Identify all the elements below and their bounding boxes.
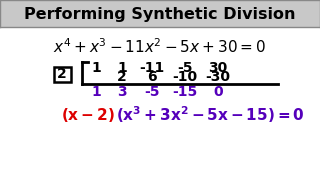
Text: -11: -11: [140, 61, 164, 75]
Text: $\mathbf{(x^3 + 3x^2 - 5x - 15) = 0}$: $\mathbf{(x^3 + 3x^2 - 5x - 15) = 0}$: [116, 105, 304, 125]
FancyBboxPatch shape: [53, 66, 70, 82]
Text: 1: 1: [91, 61, 101, 75]
Text: 2: 2: [57, 67, 67, 81]
Text: 3: 3: [117, 85, 127, 99]
Text: -30: -30: [205, 70, 230, 84]
Text: 6: 6: [147, 70, 157, 84]
Text: Performing Synthetic Division: Performing Synthetic Division: [24, 6, 296, 21]
Text: 1: 1: [117, 61, 127, 75]
Text: -15: -15: [172, 85, 198, 99]
Text: 1: 1: [91, 85, 101, 99]
Text: $x^4 + x^3 - 11x^2 - 5x + 30 = 0$: $x^4 + x^3 - 11x^2 - 5x + 30 = 0$: [53, 38, 267, 56]
Text: 30: 30: [208, 61, 228, 75]
Text: 2: 2: [117, 70, 127, 84]
Text: -5: -5: [177, 61, 193, 75]
Text: -5: -5: [144, 85, 160, 99]
Text: -10: -10: [172, 70, 197, 84]
Text: $\mathbf{(x - 2)}$: $\mathbf{(x - 2)}$: [61, 106, 115, 124]
Text: 0: 0: [213, 85, 223, 99]
Bar: [0, 0, 320, 27]
